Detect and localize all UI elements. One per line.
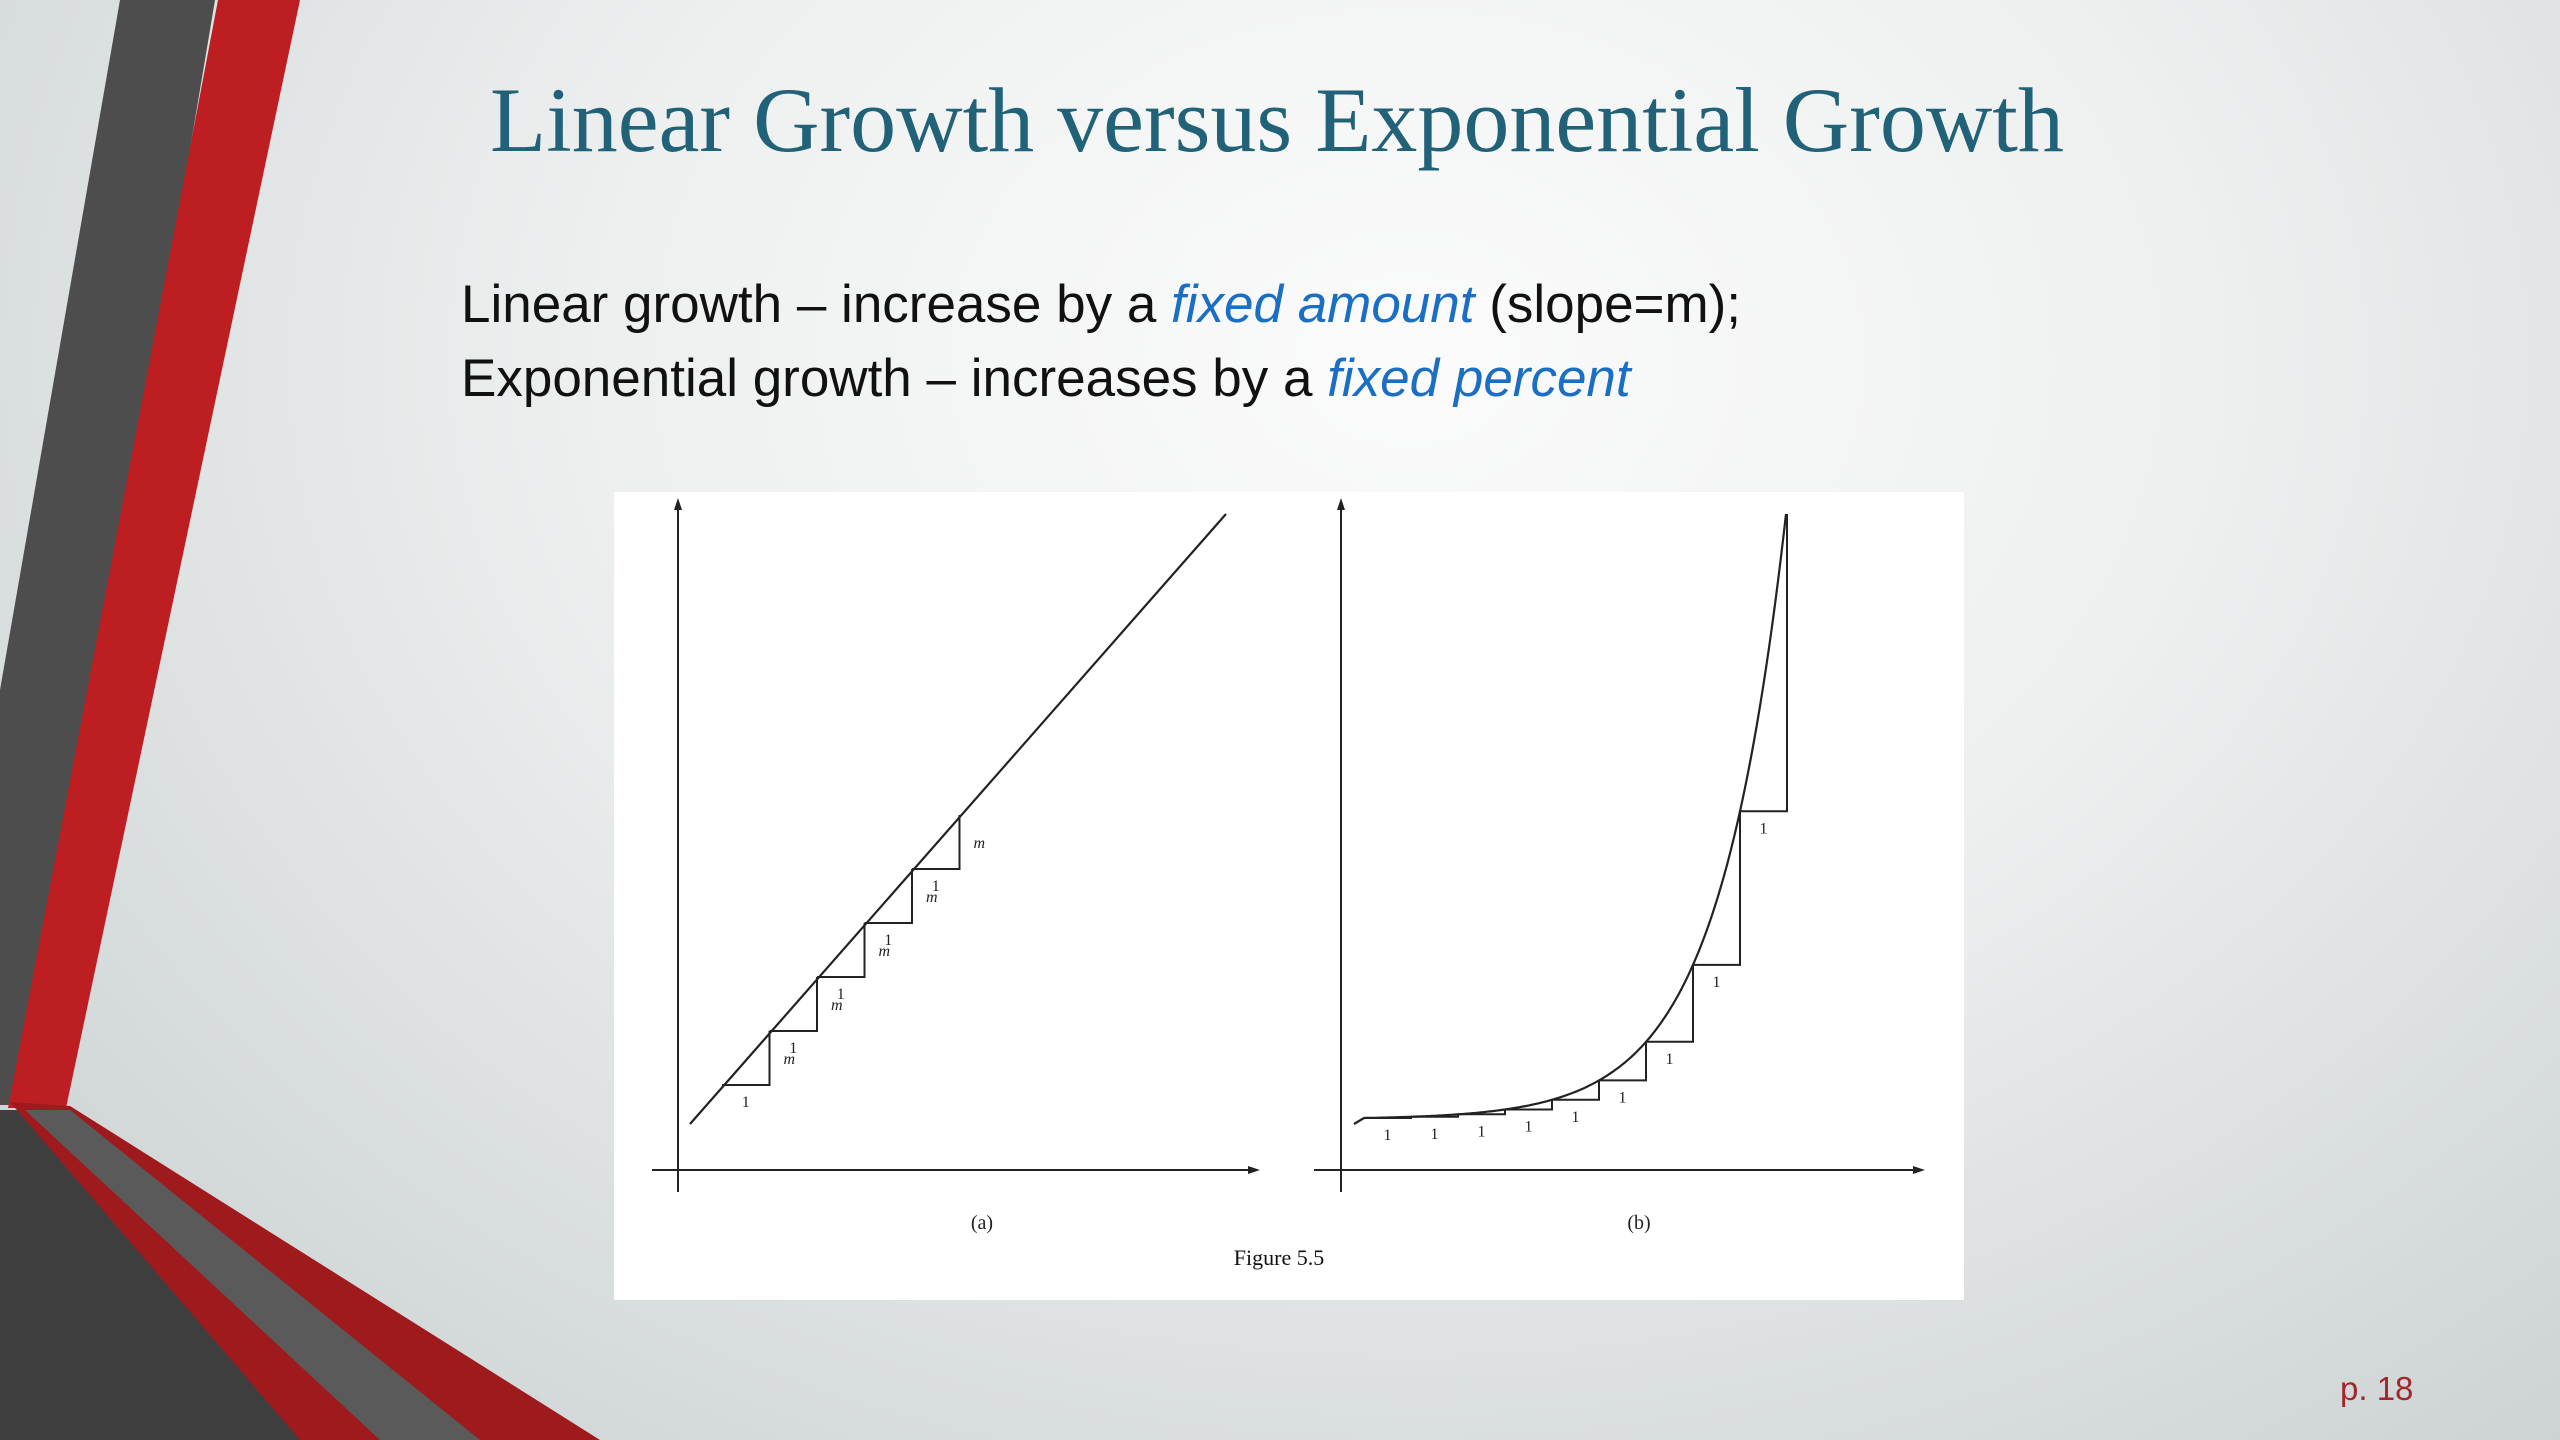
panel-b-run-label: 1	[1713, 974, 1721, 991]
panel-b: 1 1 1 1 1 1 1 1 1 (b)	[1314, 498, 1925, 1234]
panel-b-run-label: 1	[1478, 1123, 1486, 1140]
panel-b-run-label: 1	[1431, 1126, 1439, 1143]
panel-a-run-label: 1	[837, 986, 845, 1003]
panel-b-label: (b)	[1627, 1212, 1650, 1234]
panel-a-step	[722, 1031, 771, 1086]
panel-a-step	[912, 815, 961, 870]
slide-title: Linear Growth versus Exponential Growth	[490, 69, 2064, 171]
panel-a-rise-label: m	[974, 835, 986, 852]
panel-a-run-label: 1	[789, 1040, 797, 1057]
exponential-growth-line: Exponential growth – increases by a fixe…	[461, 342, 2061, 416]
panel-b-run-label: 1	[1760, 820, 1768, 837]
panel-b-step	[1599, 1041, 1647, 1082]
panel-b-run-label: 1	[1572, 1109, 1580, 1126]
panel-a-y-arrow	[674, 498, 682, 510]
panel-b-step	[1505, 1099, 1553, 1111]
panel-b-step	[1740, 514, 1788, 813]
figure-caption: Figure 5.5	[1234, 1245, 1324, 1270]
panel-a-linear-line	[689, 513, 1227, 1125]
panel-a-run-label: 1	[932, 878, 940, 895]
panel-b-step	[1646, 964, 1694, 1043]
panel-a-step	[769, 977, 818, 1032]
fixed-amount-emphasis: fixed amount	[1171, 275, 1475, 334]
panel-b-run-label: 1	[1525, 1119, 1533, 1136]
panel-a-x-arrow	[1248, 1166, 1260, 1174]
grey-stripe-bottom	[25, 1110, 480, 1440]
panel-a-rise-label: m	[784, 1051, 796, 1068]
panel-a-label: (a)	[971, 1212, 993, 1234]
panel-b-step	[1552, 1080, 1600, 1101]
slope-text: (slope=m);	[1474, 275, 1742, 334]
fixed-percent-emphasis: fixed percent	[1327, 349, 1631, 408]
page-number: p. 18	[2340, 1370, 2414, 1407]
panel-a-rise-label: m	[926, 889, 938, 906]
linear-growth-text: Linear growth – increase by a	[461, 275, 1172, 334]
red-stripe-left	[8, 0, 300, 1108]
panel-b-run-label: 1	[1619, 1089, 1627, 1106]
dark-stripe-left	[0, 0, 215, 1105]
panel-a-run-label: 1	[742, 1094, 750, 1111]
panel-a-step	[864, 869, 913, 924]
panel-a-run-label: 1	[884, 932, 892, 949]
panel-b-y-arrow	[1337, 498, 1345, 510]
panel-b-step	[1693, 811, 1741, 966]
panel-b-exponential-curve	[1353, 513, 1788, 1125]
panel-b-step	[1458, 1109, 1506, 1116]
panel-a-step	[817, 923, 866, 978]
panel-b-run-label: 1	[1666, 1051, 1674, 1068]
panel-b-run-label: 1	[1384, 1127, 1392, 1144]
panel-b-steps: 1 1 1 1 1 1 1 1 1	[1364, 514, 1788, 1144]
slide-body: Linear growth – increase by a fixed amou…	[461, 268, 2061, 416]
exponential-growth-text: Exponential growth – increases by a	[461, 349, 1328, 408]
panel-a-rise-label: m	[879, 943, 891, 960]
panel-b-x-arrow	[1913, 1166, 1925, 1174]
panel-a-rise-label: m	[831, 997, 843, 1014]
linear-growth-line: Linear growth – increase by a fixed amou…	[461, 268, 2061, 342]
